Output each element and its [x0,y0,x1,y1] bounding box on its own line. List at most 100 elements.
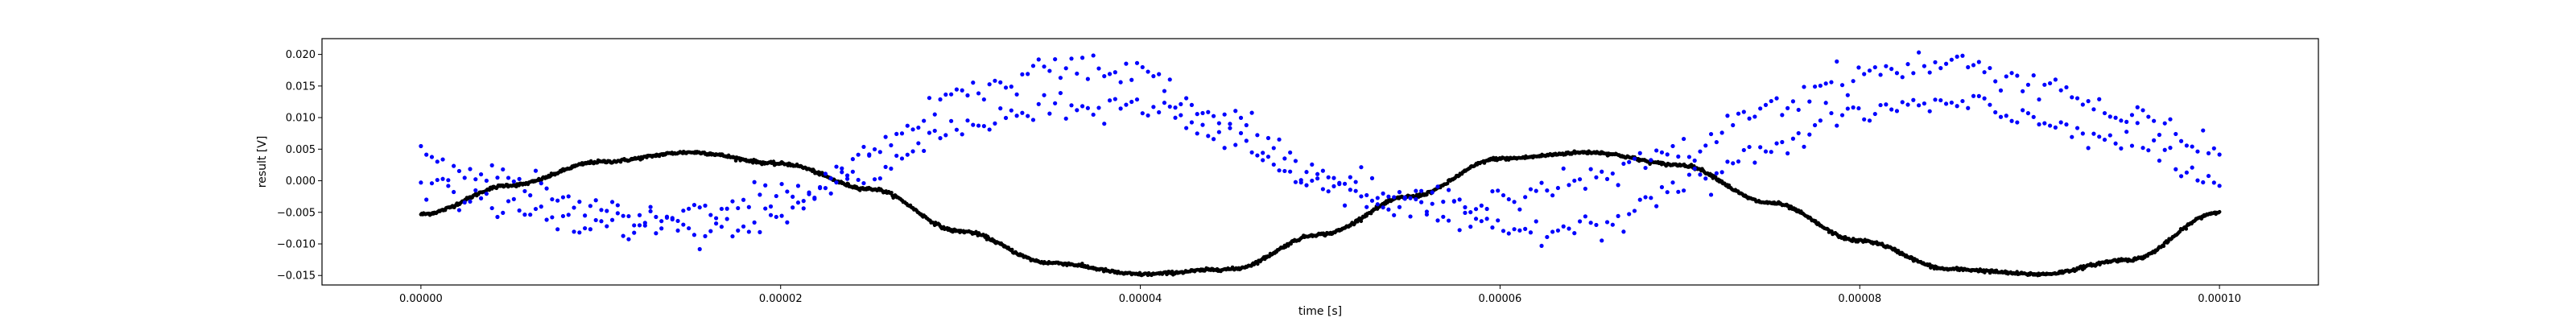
data-point [1375,196,1380,200]
data-point [1758,106,1763,111]
data-point [1430,201,1435,206]
data-point [1976,93,1981,98]
data-point [691,203,697,208]
data-point [446,184,451,188]
y-tick-label: 0.005 [286,144,316,156]
data-point [1960,98,1965,104]
data-point [1030,118,1036,122]
data-point [741,224,746,229]
data-point [791,205,795,210]
data-point [2184,143,2189,148]
x-tick-label: 0.00004 [1119,293,1162,305]
data-point [1430,190,1435,195]
data-point [1763,102,1769,107]
data-point [478,196,484,200]
data-point [883,134,888,139]
data-point [1184,126,1189,130]
data-point [1293,180,1298,184]
data-point [1009,85,1013,89]
data-point [687,225,691,231]
data-point [1988,65,1992,71]
x-tick-label: 0.00002 [759,293,803,305]
data-point [965,118,970,123]
data-point [1911,71,1916,76]
data-point [1326,175,1331,180]
data-point [916,125,921,130]
series-layer [419,50,2222,278]
data-point [1796,130,1801,136]
data-point [642,221,647,225]
data-point [960,132,964,137]
data-point [1441,214,1446,219]
data-point [1604,176,1610,181]
data-point [2157,158,2162,163]
data-point [807,192,811,196]
data-point [1026,114,1030,118]
data-point [916,141,921,146]
data-point [1249,150,1254,155]
axes-frame [321,38,2319,286]
data-point [1769,150,1773,155]
data-point [1966,64,1971,70]
data-point [511,196,516,201]
data-point [1982,70,1987,75]
data-point [1451,199,1456,204]
data-point [1539,243,1544,249]
data-point [1435,184,1440,189]
data-point [1774,96,1779,101]
data-point [1927,70,1932,75]
data-point [840,170,844,175]
data-point [1555,185,1561,191]
data-point [1238,115,1244,120]
data-point [1298,178,1303,183]
data-point [1063,116,1068,121]
data-point [484,178,489,184]
data-point [1922,64,1926,68]
data-point [922,118,927,123]
data-point [446,178,451,183]
data-point [654,231,658,236]
data-point [555,227,560,232]
data-point [419,143,423,149]
data-point [2201,180,2206,185]
data-point [1261,151,1265,155]
data-point [1342,181,1348,186]
data-point [1484,217,1489,221]
data-point [1769,98,1773,104]
data-point [468,199,473,204]
data-point [779,181,784,187]
data-point [1785,105,1790,110]
data-point [719,206,724,212]
data-point [1020,110,1025,115]
data-point [2091,131,2096,136]
data-point [2074,126,2080,130]
data-point [1014,114,1019,118]
data-point [1867,68,1872,73]
data-point [1265,155,1271,159]
data-point [2053,125,2058,130]
data-point [1238,130,1244,135]
data-point [1943,101,1949,106]
data-point [1572,178,1577,184]
data-point [1796,107,1801,113]
data-point [2091,107,2096,112]
data-point [1955,104,1959,109]
data-point [890,190,894,195]
data-point [1233,142,1238,147]
data-point [1676,154,1681,159]
data-point [681,222,686,227]
data-point [1392,213,1397,217]
data-point [844,176,850,181]
data-point [626,213,631,219]
data-point [1610,171,1615,176]
data-point [1960,53,1965,58]
data-point [599,219,604,224]
data-point [495,214,500,220]
data-point [1862,117,1867,122]
data-point [675,228,680,233]
data-point [1517,228,1522,233]
data-point [1583,186,1587,192]
data-point [736,205,741,211]
data-point [489,163,494,167]
data-point [1080,262,1084,266]
